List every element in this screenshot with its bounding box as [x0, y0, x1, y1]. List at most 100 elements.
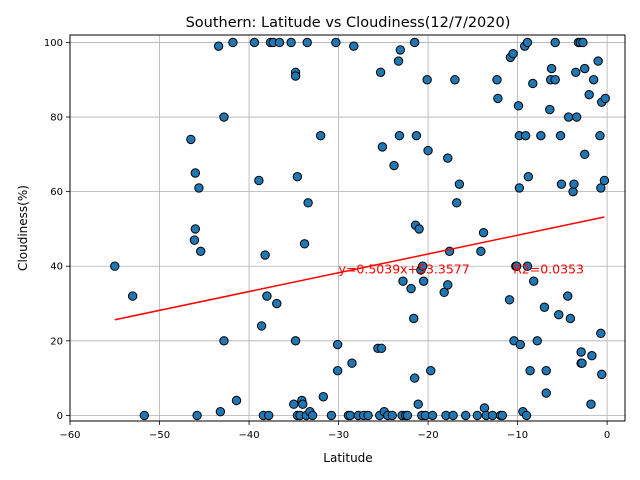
data-point	[556, 179, 567, 189]
data-point	[409, 373, 420, 383]
data-point	[528, 78, 538, 89]
data-point	[418, 276, 429, 286]
data-point	[318, 392, 329, 402]
data-point	[249, 37, 260, 48]
data-point	[541, 365, 551, 376]
data-points	[110, 37, 611, 421]
data-point	[504, 295, 515, 305]
data-point	[492, 75, 502, 85]
data-point	[387, 410, 397, 421]
data-point	[413, 399, 423, 409]
data-point	[375, 67, 386, 77]
plot-frame	[69, 34, 626, 422]
data-point	[576, 347, 586, 357]
data-point	[487, 410, 498, 421]
data-point	[515, 339, 525, 350]
data-point	[398, 276, 408, 286]
data-point	[260, 250, 270, 260]
data-point	[513, 101, 524, 111]
data-point	[272, 298, 282, 309]
data-point	[395, 45, 406, 55]
data-point	[569, 179, 579, 189]
x-tick-label: −40	[238, 430, 259, 441]
data-point	[190, 224, 201, 234]
data-point	[307, 410, 318, 421]
data-point	[546, 63, 557, 74]
regression-annotation: y=0.5039x+53.3577	[339, 262, 470, 277]
data-point	[599, 175, 610, 186]
data-point	[139, 410, 149, 421]
data-point	[554, 310, 564, 320]
x-tick-label: −20	[418, 430, 439, 441]
grid-lines	[69, 35, 625, 421]
data-point	[349, 41, 359, 51]
data-point	[286, 37, 296, 48]
data-point	[600, 93, 611, 104]
data-point	[577, 358, 587, 368]
data-point	[478, 227, 489, 238]
data-point	[426, 365, 436, 376]
y-tick-label: 0	[57, 411, 63, 422]
data-point	[596, 328, 606, 339]
data-point	[231, 395, 242, 406]
data-point	[563, 112, 574, 122]
data-point	[545, 104, 555, 115]
data-point	[580, 63, 590, 74]
regression-layer: y=0.5039x+53.3577 R2=0.0353	[114, 216, 605, 321]
data-point	[192, 410, 202, 421]
data-point	[586, 399, 596, 409]
data-point	[377, 142, 388, 152]
data-point	[460, 410, 471, 421]
data-point	[571, 67, 581, 77]
data-point	[256, 321, 267, 331]
data-point	[427, 410, 438, 421]
data-point	[452, 198, 462, 208]
data-point	[522, 37, 533, 48]
data-point	[264, 410, 274, 421]
data-point	[289, 399, 299, 409]
x-tick-label: −50	[149, 430, 170, 441]
data-point	[363, 410, 373, 421]
data-point	[443, 280, 453, 290]
data-point	[299, 239, 310, 249]
data-point	[406, 283, 416, 294]
data-point	[565, 313, 576, 324]
data-point	[571, 112, 582, 122]
data-point	[423, 145, 433, 156]
y-tick-label: 20	[50, 336, 63, 347]
data-point	[422, 75, 432, 85]
data-point	[596, 183, 606, 193]
data-point	[332, 339, 343, 350]
data-point	[332, 365, 343, 376]
data-point	[595, 130, 605, 141]
data-point	[298, 399, 308, 409]
data-point	[597, 369, 607, 380]
y-tick-label: 40	[50, 262, 63, 273]
data-point	[213, 41, 224, 51]
data-point	[326, 410, 337, 421]
x-tick-label: −60	[59, 430, 80, 441]
data-point	[508, 48, 518, 59]
data-point	[195, 246, 206, 257]
x-tick-label: −10	[507, 430, 528, 441]
data-point	[536, 130, 546, 141]
data-point	[541, 388, 551, 398]
axis-ticks: −60 −50 −40 −30 −20 −10 0 0 20 40 60 80 100	[44, 38, 610, 441]
data-point	[409, 37, 420, 48]
y-tick-label: 100	[44, 38, 63, 49]
data-point	[497, 410, 508, 421]
data-point	[443, 153, 453, 163]
y-axis-label: Cloudiness(%)	[16, 185, 30, 271]
data-point	[528, 276, 539, 286]
data-point	[580, 149, 590, 160]
data-point	[411, 130, 422, 141]
data-point	[331, 37, 341, 48]
data-point	[550, 75, 560, 85]
data-point	[521, 410, 532, 421]
data-point	[189, 235, 200, 245]
data-point	[290, 71, 301, 81]
regression-annotation: R2=0.0353	[513, 262, 584, 277]
data-point	[262, 291, 272, 301]
